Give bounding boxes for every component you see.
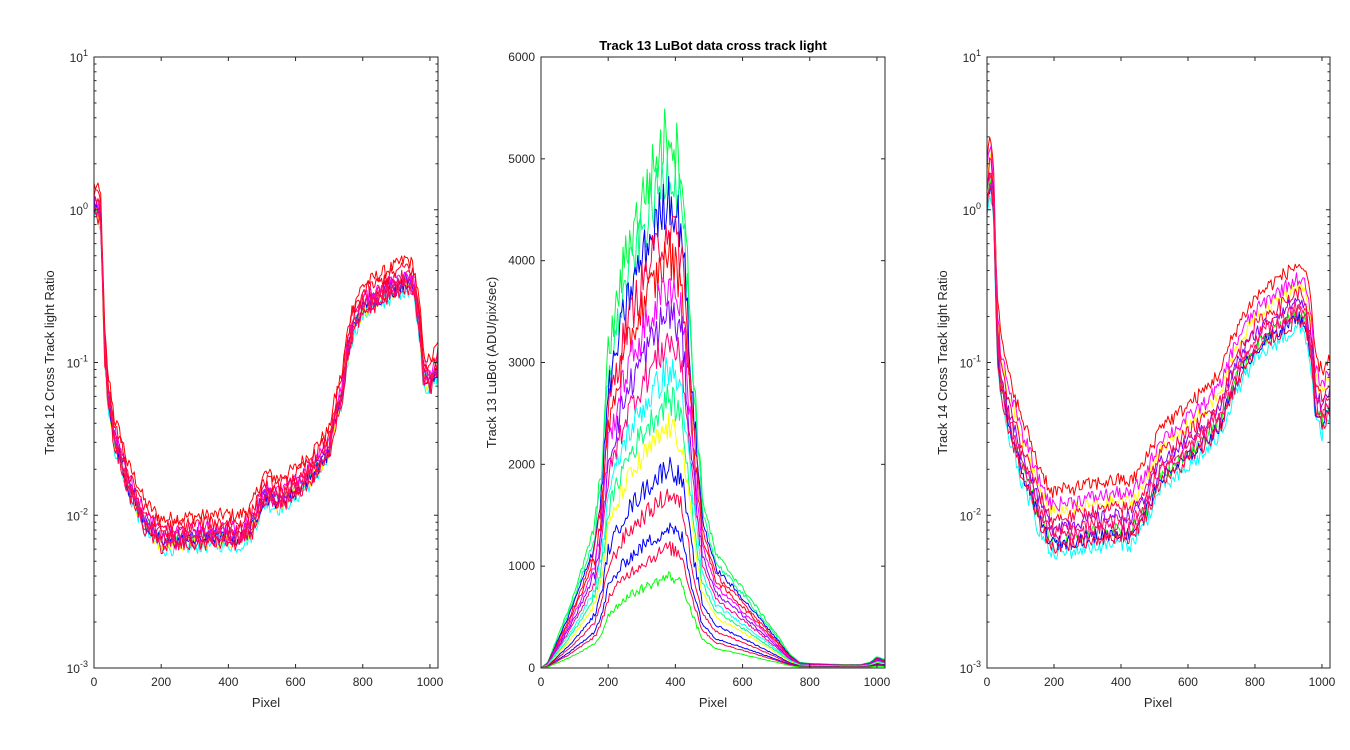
right-panel-series-line-6 (986, 145, 1331, 512)
right-panel-ticks: 0 200 400 600 800 1000 10-3 10-2 10-1 100 101 (960, 48, 1336, 689)
middle-panel-ytick-label: 6000 (508, 50, 535, 64)
middle-panel-ylabel: Track 13 LuBot (ADU/pix/sec) (484, 277, 499, 448)
middle-panel-xtick-label: 400 (665, 675, 685, 689)
right-panel-series-line-3 (986, 152, 1331, 519)
right-panel-track14: 0 200 400 600 800 1000 10-3 10-2 10-1 100 101 Pixe… (935, 48, 1336, 710)
left-panel-xtick-label: 1000 (417, 675, 444, 689)
middle-panel-xtick-label: 0 (538, 675, 545, 689)
middle-panel-xtick-label: 200 (598, 675, 618, 689)
right-panel-xtick-label: 0 (984, 675, 991, 689)
right-panel-xtick-label: 800 (1245, 675, 1265, 689)
middle-panel-xlabel: Pixel (699, 695, 727, 710)
left-panel-ylabel: Track 12 Cross Track light Ratio (42, 270, 57, 454)
right-panel-ytick-label: 10-3 (960, 659, 981, 676)
left-panel-ytick-label: 10-3 (67, 659, 88, 676)
right-panel-xtick-label: 600 (1178, 675, 1198, 689)
left-panel-ytick-label: 10-2 (67, 506, 88, 523)
right-panel-series-line-7 (986, 183, 1331, 543)
left-panel-series-line-10 (93, 189, 439, 534)
left-panel-ytick-label: 101 (70, 48, 88, 65)
middle-panel-lines (540, 108, 886, 669)
middle-panel-ytick-label: 4000 (508, 254, 535, 268)
left-panel-axes-frame (93, 56, 439, 669)
middle-panel-ytick-label: 2000 (508, 457, 535, 471)
left-panel-series-line-0 (93, 182, 439, 526)
middle-panel-xtick-label: 800 (800, 675, 820, 689)
left-panel-xtick-label: 800 (353, 675, 373, 689)
right-panel-axes-frame (986, 56, 1331, 669)
right-panel-series-line-0 (986, 136, 1331, 499)
left-panel-ytick-label: 10-1 (67, 354, 88, 371)
middle-panel-xtick-label: 600 (733, 675, 753, 689)
middle-panel-ticks: 0 200 400 600 800 1000 0 1000 2000 3000 4000 5000 60… (508, 50, 890, 689)
right-panel-xtick-label: 1000 (1309, 675, 1336, 689)
left-panel-ticks: 0 200 400 600 800 1000 10-3 10-2 10-1 100 101 (67, 48, 444, 689)
left-panel-xtick-label: 200 (151, 675, 171, 689)
right-panel-xlabel: Pixel (1144, 695, 1172, 710)
right-panel-xtick-label: 400 (1111, 675, 1131, 689)
right-panel-ytick-label: 10-1 (960, 354, 981, 371)
middle-panel-series-line-9 (540, 383, 886, 669)
right-panel-series-line-9 (986, 186, 1331, 554)
left-panel-xtick-label: 400 (218, 675, 238, 689)
middle-panel-title: Track 13 LuBot data cross track light (599, 38, 827, 53)
left-panel-series-line-11 (93, 206, 439, 545)
left-panel-xtick-label: 600 (286, 675, 306, 689)
right-panel-lines (986, 136, 1331, 560)
middle-panel-xtick-label: 1000 (864, 675, 891, 689)
middle-panel-ytick-label: 3000 (508, 356, 535, 370)
right-panel-series-line-4 (986, 183, 1331, 551)
right-panel-xtick-label: 200 (1044, 675, 1064, 689)
middle-panel-series-line-6 (540, 300, 886, 669)
right-panel-series-line-8 (986, 157, 1331, 527)
middle-panel-ytick-label: 0 (528, 661, 535, 675)
left-panel-xtick-label: 0 (91, 675, 98, 689)
left-panel-series-line-9 (93, 211, 439, 555)
right-panel-series-line-10 (986, 173, 1331, 538)
right-panel-ytick-label: 101 (963, 48, 981, 65)
middle-panel-ytick-label: 5000 (508, 152, 535, 166)
left-panel-track12: 0 200 400 600 800 1000 10-3 10-2 10-1 100 101 Pixe… (42, 48, 444, 710)
left-panel-ytick-label: 100 (70, 201, 88, 218)
right-panel-ytick-label: 10-2 (960, 506, 981, 523)
left-panel-xlabel: Pixel (252, 695, 280, 710)
right-panel-ytick-label: 100 (963, 201, 981, 218)
middle-panel-series-line-4 (540, 232, 886, 669)
middle-panel-ytick-label: 1000 (508, 559, 535, 573)
middle-panel-track13: 0 200 400 600 800 1000 0 1000 2000 3000 4000 5000 60… (484, 38, 891, 710)
middle-panel-series-line-15 (540, 571, 885, 669)
left-panel-lines (93, 182, 439, 557)
right-panel-ylabel: Track 14 Cross Track light Ratio (935, 270, 950, 454)
right-panel-series-line-1 (986, 194, 1331, 560)
